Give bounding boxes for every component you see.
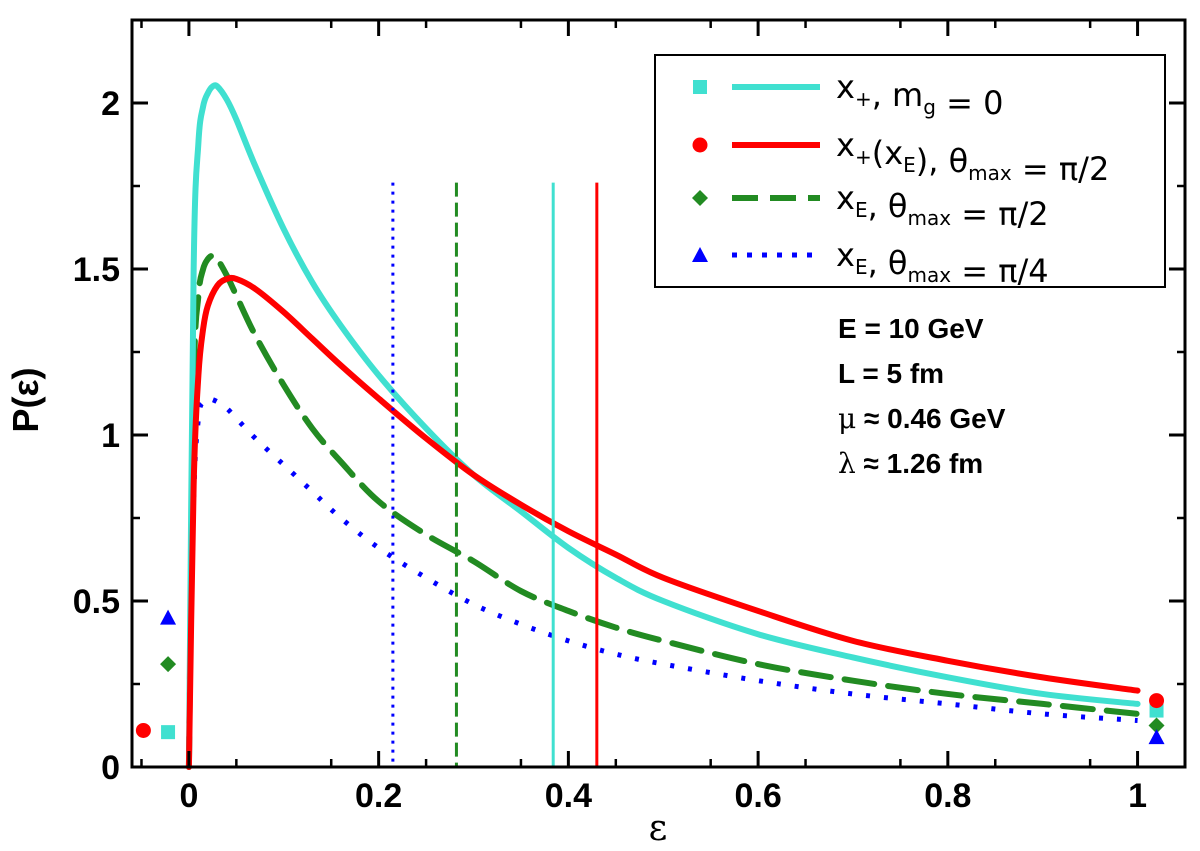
x-tick-label: 0.8 — [924, 777, 971, 815]
annotation-mu: μ ≈ 0.46 GeV — [838, 402, 1006, 435]
legend-text-part: = 0 — [936, 84, 1004, 122]
legend-subscript: max — [968, 161, 1012, 185]
cutoff-lines — [391, 182, 599, 767]
x-tick-label: 0.4 — [545, 777, 592, 815]
diamond-marker — [160, 656, 177, 673]
x-tick-label: 1 — [1128, 777, 1147, 815]
parameter-annotations: E = 10 GeV L = 5 fm μ ≈ 0.46 GeV λ ≈ 1.2… — [838, 313, 1006, 480]
legend-subscript: max — [908, 263, 952, 287]
annotation-length: L = 5 fm — [838, 358, 944, 389]
legend-entry-label: xE, θmax = π/2 — [836, 179, 1049, 233]
legend-text-part: ), θ — [916, 142, 968, 180]
legend-subscript: E — [855, 198, 868, 222]
legend: x+, mg = 0x+(xE), θmax = π/2xE, θmax = π… — [654, 54, 1166, 290]
legend-text-part: x — [836, 179, 855, 217]
legend-text-part: = π/4 — [951, 252, 1049, 290]
legend-subscript: max — [908, 206, 952, 230]
circle-marker — [692, 137, 708, 153]
legend-text-part: , m — [872, 76, 924, 114]
x-tick-label: 0.2 — [355, 777, 402, 815]
series-line — [185, 82, 1141, 770]
series-layer — [185, 82, 1141, 770]
circle-marker — [1149, 693, 1165, 709]
y-tick-label: 0.5 — [73, 583, 120, 621]
series-line — [185, 274, 1141, 770]
mu-symbol: μ — [838, 402, 856, 435]
series-line — [185, 252, 1141, 770]
legend-subscript: + — [855, 145, 872, 169]
legend-subscript: E — [903, 153, 916, 177]
square-marker — [693, 80, 707, 94]
y-tick-label: 2 — [101, 85, 120, 123]
y-tick-label: 0 — [101, 749, 120, 787]
x-tick-label: 0 — [179, 777, 198, 815]
legend-text-part: x — [836, 126, 855, 164]
legend-entries: x+, mg = 0x+(xE), θmax = π/2xE, θmax = π… — [692, 68, 1109, 290]
lambda-value: ≈ 1.26 fm — [856, 448, 983, 479]
legend-text-part: = π/2 — [1012, 150, 1110, 188]
x-axis-title: ε — [649, 808, 668, 849]
plot-frame — [130, 18, 1187, 769]
legend-subscript: g — [923, 95, 936, 119]
triangle-marker — [1148, 729, 1165, 745]
legend-text-part: , θ — [868, 187, 908, 225]
x-tick-label: 0.6 — [734, 777, 781, 815]
diamond-marker — [1148, 717, 1165, 734]
legend-text-part: = π/2 — [951, 195, 1049, 233]
diamond-marker — [692, 190, 708, 206]
triangle-marker — [692, 247, 708, 262]
square-marker — [161, 725, 176, 740]
circle-marker — [135, 722, 151, 738]
legend-text-part: , θ — [868, 244, 908, 282]
legend-text-part: x — [836, 236, 855, 274]
legend-entry-label: x+, mg = 0 — [836, 68, 1003, 122]
legend-entry-label: x+(xE), θmax = π/2 — [836, 126, 1109, 188]
axis-ticks: 0 0.2 0.4 0.6 0.8 1 0 0.5 1 1.5 2 — [73, 20, 1185, 815]
triangle-marker — [160, 609, 177, 625]
y-tick-label: 1.5 — [73, 251, 120, 289]
mu-value: ≈ 0.46 GeV — [856, 403, 1006, 434]
y-axis-title: P(ε) — [5, 367, 46, 432]
lambda-symbol: λ — [838, 447, 856, 480]
endpoint-markers — [135, 609, 1165, 745]
legend-subscript: E — [855, 255, 868, 279]
annotation-lambda: λ ≈ 1.26 fm — [838, 447, 983, 480]
legend-box — [654, 54, 1166, 288]
y-tick-label: 1 — [101, 417, 120, 455]
legend-subscript: + — [855, 87, 872, 111]
legend-text-part: (x — [872, 134, 903, 172]
annotation-energy: E = 10 GeV — [838, 313, 984, 344]
legend-entry-label: xE, θmax = π/4 — [836, 236, 1049, 290]
legend-text-part: x — [836, 68, 855, 106]
